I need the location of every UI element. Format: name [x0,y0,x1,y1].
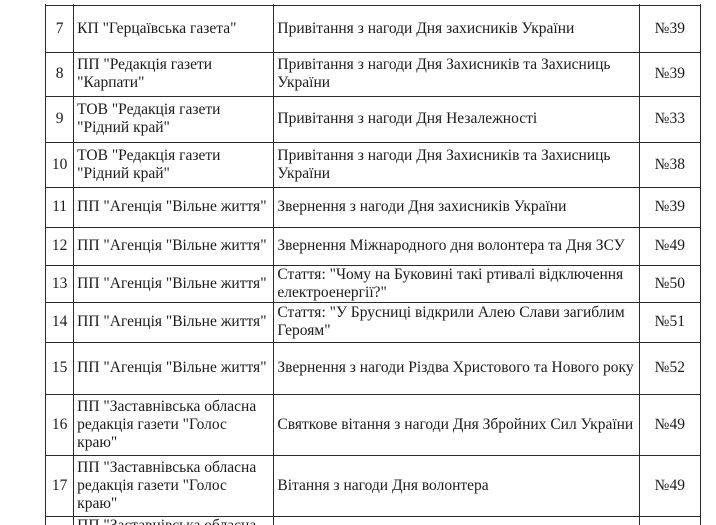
issue-number-cell: №39 [638,51,702,97]
organization-cell: ПП "Агенція "Вільне життя" [73,341,275,395]
table-row-partial: ПП "Заставнівська обласна [44,515,702,525]
issue-number-cell: №51 [638,301,702,343]
row-number: 16 [44,393,75,456]
content-cell: Привітання з нагоди Дня Незалежності [273,95,640,143]
content-cell: Звернення з нагоди Дня захисників Україн… [273,186,640,228]
table-row: 9 ТОВ "Редакція газети "Рідний край" Приві… [44,95,702,143]
organization-cell: ПП "Заставнівська обласна редакція газет… [73,393,275,456]
organization-cell: ПП "Редакція газети "Карпати" [73,51,275,97]
organization-cell: ПП "Агенція "Вільне життя" [73,186,275,228]
content-cell: Стаття: "Чому на Буковині такі ртивалі в… [273,264,640,303]
organization-cell: ТОВ "Редакція газети "Рідний край" [73,141,275,188]
table-row: 7 КП "Герцаївська газета" Привітання з наг… [44,4,702,53]
issue-number-cell [638,515,702,525]
row-number [44,515,75,525]
table-row: 16 ПП "Заставнівська обласна редакція газ… [44,393,702,456]
issue-number-cell: №38 [638,141,702,188]
row-number: 17 [44,454,75,517]
row-number: 8 [44,51,75,97]
issue-number-cell: №50 [638,264,702,303]
content-cell: Стаття: "У Брусниці відкрили Алею Слави … [273,301,640,343]
row-number: 14 [44,301,75,343]
row-number: 9 [44,95,75,143]
content-cell [273,515,640,525]
organization-cell: ПП "Агенція "Вільне життя" [73,264,275,303]
content-cell: Святкове вітання з нагоди Дня Збройних С… [273,393,640,456]
organization-cell: ТОВ "Редакція газети "Рідний край" [73,95,275,143]
table-row: 11 ПП "Агенція "Вільне життя" Звернення з … [44,186,702,228]
content-cell: Привітання з нагоди Дня захисників Украї… [273,4,640,53]
content-cell: Звернення Міжнародного дня волонтера та … [273,226,640,266]
table-row: 8 ПП "Редакція газети "Карпати" Привітання… [44,51,702,97]
table-row: 13 ПП "Агенція "Вільне життя" Стаття: "Чом… [44,264,702,303]
content-cell: Привітання з нагоди Дня Захисників та За… [273,141,640,188]
table-row: 10 ТОВ "Редакція газети "Рідний край" Прив… [44,141,702,188]
issue-number-cell: №33 [638,95,702,143]
content-cell: Привітання з нагоди Дня Захисників та За… [273,51,640,97]
organization-text: ПП "Заставнівська обласна [77,517,270,525]
row-number: 13 [44,264,75,303]
content-cell: Звернення з нагоди Різдва Христового та … [273,341,640,395]
row-number: 15 [44,341,75,395]
table-row: 15 ПП "Агенція "Вільне життя" Звернення з … [44,341,702,395]
organization-cell: КП "Герцаївська газета" [73,4,275,53]
issue-number-cell: №52 [638,341,702,395]
table-row: 17 ПП "Заставнівська обласна редакція газ… [44,454,702,517]
publications-table: 7 КП "Герцаївська газета" Привітання з наг… [44,4,702,525]
issue-number-cell: №49 [638,226,702,266]
table-row: 12 ПП "Агенція "Вільне життя" Звернення Мі… [44,226,702,266]
issue-number-cell: №49 [638,393,702,456]
organization-cell: ПП "Заставнівська обласна редакція газет… [73,454,275,517]
issue-number-cell: №39 [638,4,702,53]
row-number: 11 [44,186,75,228]
row-number: 7 [44,4,75,53]
content-cell: Вітання з нагоди Дня волонтера [273,454,640,517]
issue-number-cell: №39 [638,186,702,228]
row-number: 10 [44,141,75,188]
organization-cell: ПП "Агенція "Вільне життя" [73,301,275,343]
organization-cell: ПП "Заставнівська обласна [73,515,275,525]
issue-number-cell: №49 [638,454,702,517]
row-number: 12 [44,226,75,266]
table-row: 14 ПП "Агенція "Вільне життя" Стаття: "У Б… [44,301,702,343]
organization-cell: ПП "Агенція "Вільне життя" [73,226,275,266]
